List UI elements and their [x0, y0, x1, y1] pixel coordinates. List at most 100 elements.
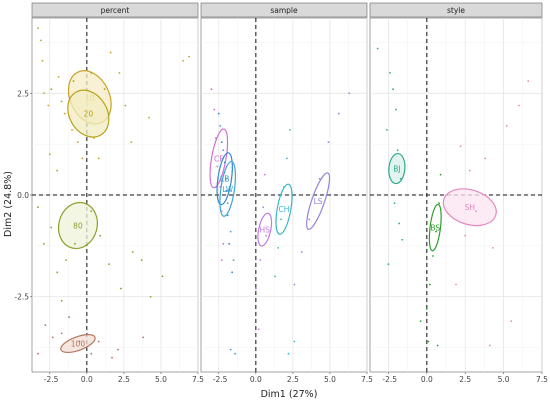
data-point — [488, 344, 491, 347]
data-point — [259, 259, 262, 262]
group-80: 80 — [37, 201, 164, 302]
data-point — [210, 88, 213, 91]
x-tick-label: 0.0 — [81, 375, 93, 384]
y-tick-label: -2.5 — [14, 293, 29, 302]
group-label: HS — [260, 226, 271, 235]
data-point — [254, 287, 257, 290]
x-tick-label: -2.5 — [382, 375, 397, 384]
data-point — [348, 92, 351, 95]
data-point — [74, 242, 76, 245]
data-point — [393, 202, 396, 205]
data-point — [90, 210, 93, 213]
data-point — [142, 336, 145, 339]
data-point — [387, 263, 390, 266]
group-LW: LW — [219, 124, 237, 355]
data-point — [225, 177, 228, 180]
x-axis-title: Dim1 (27%) — [261, 389, 318, 400]
data-point — [131, 251, 134, 253]
group-label: LS — [314, 197, 323, 206]
data-point — [220, 259, 223, 262]
data-point — [287, 352, 290, 355]
data-point — [42, 242, 45, 245]
data-point — [90, 352, 93, 355]
data-point — [232, 259, 235, 262]
data-point — [376, 47, 379, 50]
data-point — [78, 340, 81, 343]
confidence-ellipse — [67, 89, 110, 138]
data-point — [216, 165, 219, 168]
data-point — [99, 234, 102, 237]
data-point — [48, 153, 51, 156]
data-point — [149, 295, 152, 298]
x-tick-label: 5.0 — [324, 375, 336, 384]
y-tick-label: 2.5 — [17, 89, 29, 98]
facet-strip-title: percent — [101, 6, 130, 15]
x-tick-label: 2.5 — [118, 375, 130, 384]
data-point — [213, 108, 216, 111]
y-axis-title: Dim2 (24.8%) — [3, 171, 14, 237]
data-point — [188, 55, 191, 58]
x-tick-label: 0.0 — [250, 375, 262, 384]
data-point — [222, 242, 225, 245]
data-point — [464, 234, 467, 237]
x-tick-label: -2.5 — [44, 375, 59, 384]
facet-strip-title: sample — [270, 6, 298, 15]
data-point — [527, 80, 530, 82]
data-point — [401, 238, 404, 241]
data-point — [455, 283, 457, 286]
x-tick-label: 2.5 — [287, 375, 299, 384]
x-tick-label: 7.5 — [361, 375, 373, 384]
data-point — [161, 275, 164, 278]
data-point — [293, 283, 296, 286]
data-point — [265, 234, 268, 237]
data-point — [39, 39, 42, 42]
confidence-ellipse — [442, 188, 497, 227]
confidence-ellipse — [428, 203, 442, 252]
group-CF: CF — [209, 88, 229, 262]
data-point — [72, 80, 75, 82]
facet-panel-style: style BJ BS SH -2.5 0.0 2.5 5.0 7.5 — [369, 2, 548, 384]
group-label: LB — [220, 175, 229, 184]
group-100: 100 — [37, 316, 145, 359]
data-point — [396, 149, 399, 152]
data-point — [109, 51, 112, 54]
data-point — [63, 112, 66, 115]
data-point — [37, 206, 39, 209]
data-point — [57, 76, 60, 78]
data-point — [50, 88, 53, 91]
data-point — [111, 356, 113, 359]
group-label: 80 — [73, 222, 83, 231]
group-label: CF — [214, 154, 224, 163]
group-label: LW — [222, 185, 233, 194]
data-point — [459, 145, 462, 148]
data-point — [438, 202, 441, 205]
data-point — [47, 104, 50, 107]
data-point — [234, 352, 236, 355]
data-point — [435, 230, 437, 233]
data-point — [222, 149, 225, 152]
data-point — [60, 299, 63, 302]
facet-strip — [200, 2, 368, 18]
data-point — [436, 344, 439, 347]
facet-strip — [31, 2, 199, 18]
data-point — [56, 169, 59, 172]
data-point — [220, 141, 223, 144]
x-tick-label: 7.5 — [536, 375, 548, 384]
data-point — [231, 271, 234, 274]
data-point — [432, 255, 434, 257]
data-point — [81, 157, 84, 160]
confidence-ellipse — [275, 183, 293, 235]
data-point — [419, 320, 422, 323]
x-tick-label: 5.0 — [155, 375, 167, 384]
data-point — [308, 218, 311, 221]
confidence-ellipse — [257, 212, 273, 247]
data-point — [148, 116, 150, 119]
group-label: BS — [430, 224, 440, 233]
data-point — [77, 141, 79, 144]
group-label: 100 — [71, 340, 86, 349]
x-tick-label: 7.5 — [192, 375, 204, 384]
data-point — [263, 173, 266, 176]
data-point — [50, 226, 53, 229]
confidence-ellipse — [57, 201, 98, 250]
